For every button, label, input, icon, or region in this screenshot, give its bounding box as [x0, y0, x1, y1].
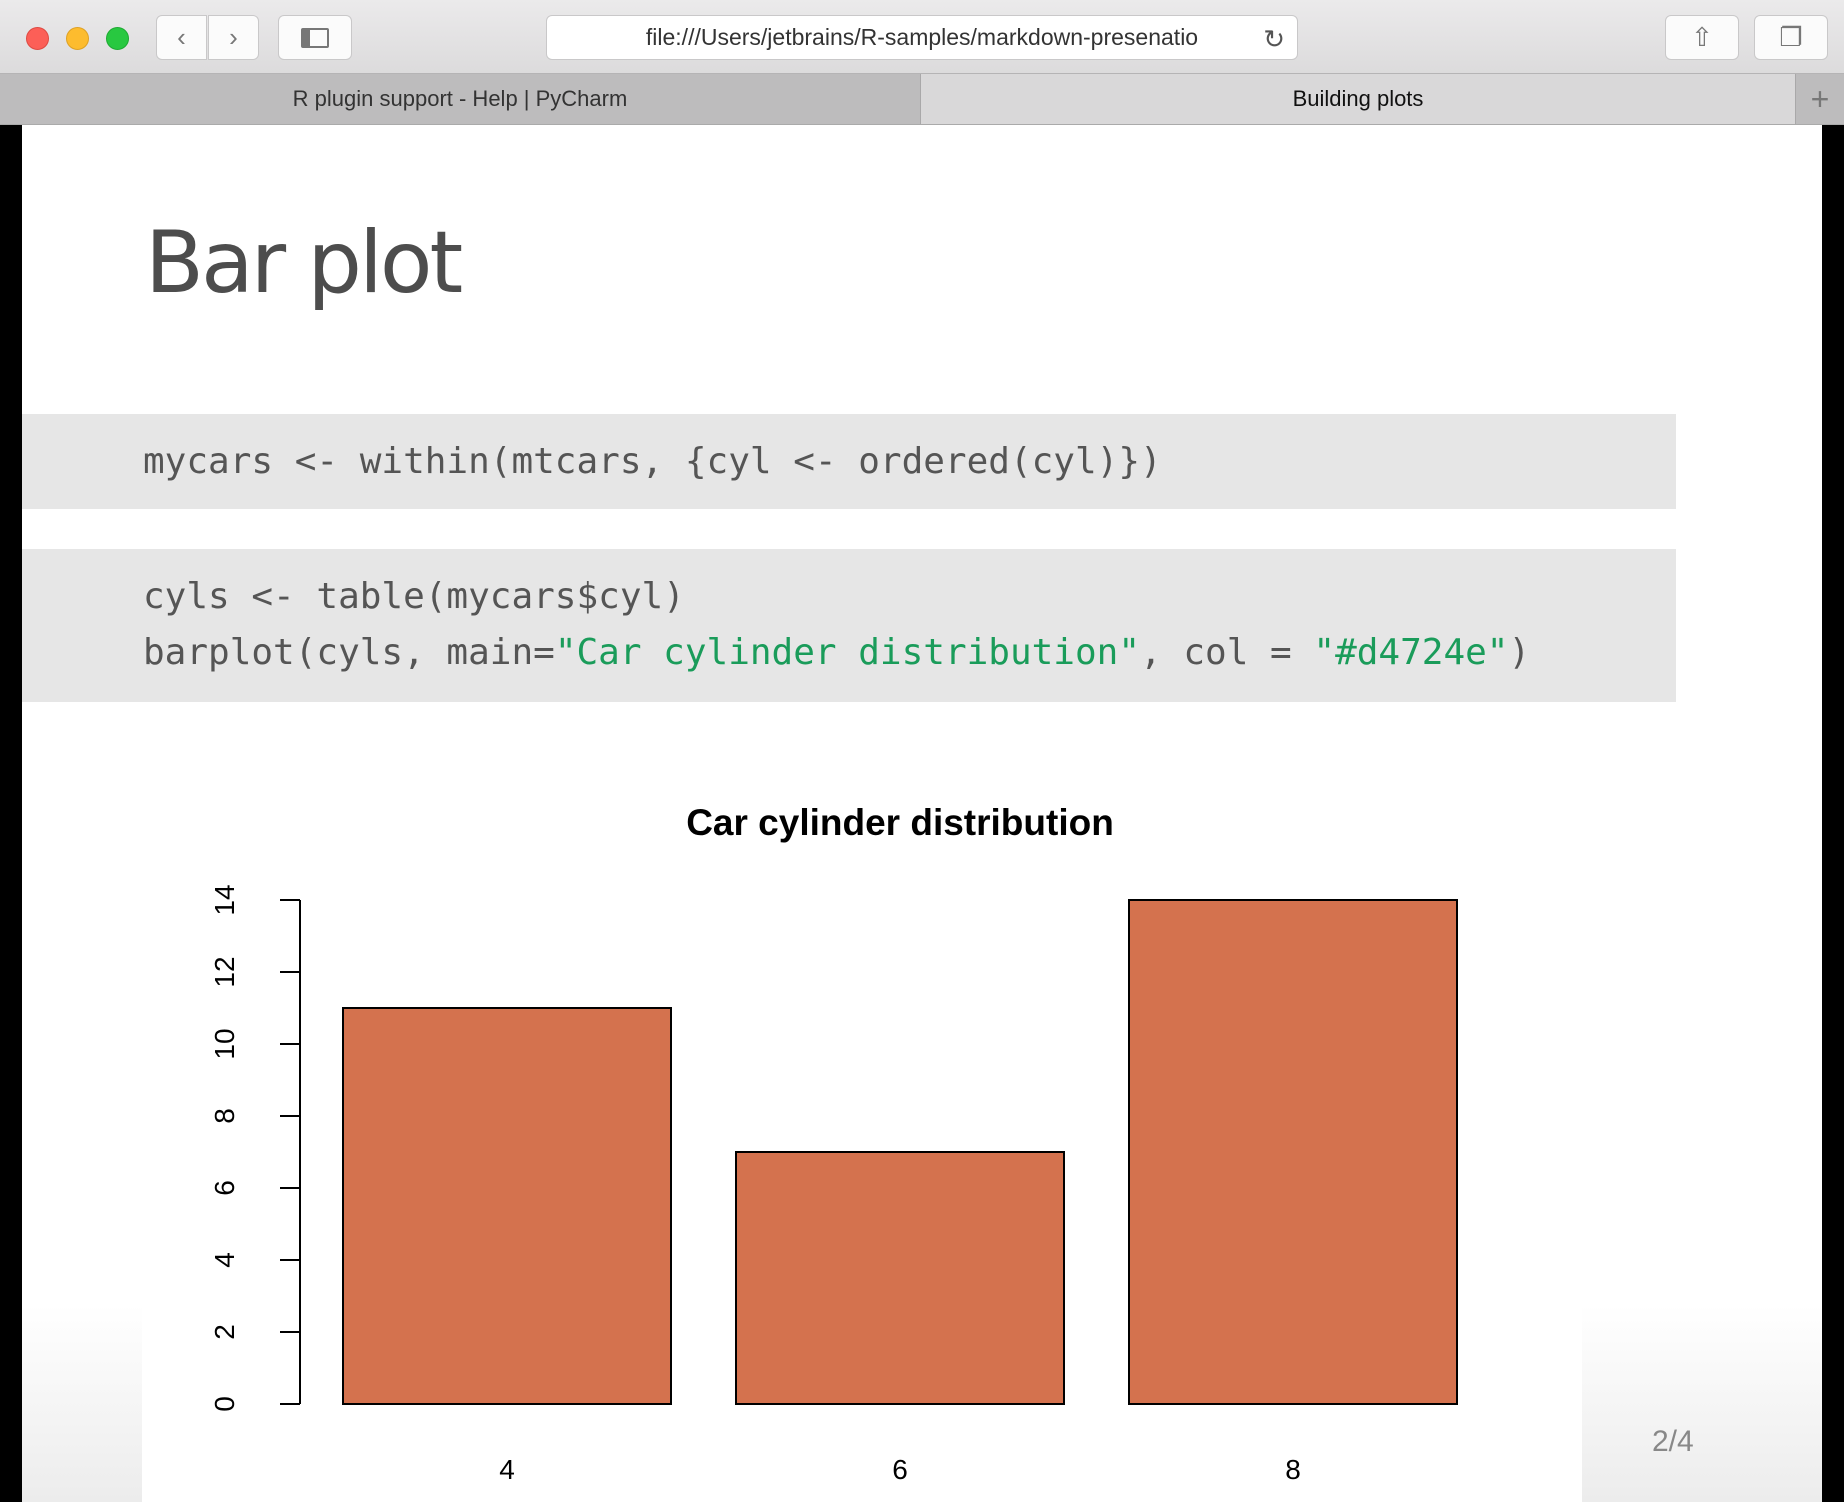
code-line: mycars <- within(mtcars, {cyl <- ordered…	[143, 441, 1162, 482]
code-token: )	[1508, 632, 1531, 673]
forward-button[interactable]: ›	[208, 15, 259, 60]
sidebar-toggle-button[interactable]	[278, 15, 352, 60]
minimize-window-button[interactable]	[66, 27, 89, 50]
share-icon: ⇧	[1691, 22, 1713, 52]
code-token: barplot(cyls, main=	[143, 632, 555, 673]
browser-toolbar: ‹ › file:///Users/jetbrains/R-samples/ma…	[0, 0, 1844, 74]
y-tick-label: 4	[209, 1252, 240, 1268]
y-tick-label: 12	[209, 956, 240, 987]
code-token: , col =	[1140, 632, 1314, 673]
y-tick-label: 6	[209, 1180, 240, 1196]
new-tab-button[interactable]: +	[1795, 74, 1844, 124]
tabs-overview-icon: ❐	[1779, 22, 1803, 52]
address-bar[interactable]: file:///Users/jetbrains/R-samples/markdo…	[546, 15, 1298, 60]
chevron-right-icon: ›	[229, 22, 238, 52]
y-tick-label: 8	[209, 1108, 240, 1124]
tab-r-plugin-support[interactable]: R plugin support - Help | PyCharm	[0, 74, 921, 124]
x-tick-label: 8	[1285, 1454, 1301, 1485]
slide: Bar plot mycars <- within(mtcars, {cyl <…	[22, 125, 1822, 1502]
code-line: cyls <- table(mycars$cyl)	[143, 576, 685, 617]
back-button[interactable]: ‹	[156, 15, 207, 60]
plus-icon: +	[1810, 80, 1830, 117]
chevron-left-icon: ‹	[177, 22, 186, 52]
zoom-window-button[interactable]	[106, 27, 129, 50]
tab-bar: R plugin support - Help | PyCharm Buildi…	[0, 74, 1844, 125]
sidebar-icon	[301, 27, 329, 48]
plot-image: Car cylinder distribution 0 2 4 6 8 10 12 14 4 6 8	[142, 802, 1582, 1502]
code-string: "#d4724e"	[1313, 632, 1509, 673]
bar-chart: Car cylinder distribution 0 2 4 6 8 10 12 14 4 6 8	[209, 802, 1458, 1485]
y-tick-label: 14	[209, 884, 240, 915]
y-tick-label: 2	[209, 1324, 240, 1340]
bar-6	[735, 1151, 1065, 1405]
tab-building-plots[interactable]: Building plots	[921, 74, 1795, 124]
x-tick-label: 6	[892, 1454, 908, 1485]
show-tabs-button[interactable]: ❐	[1754, 15, 1828, 60]
chart-title: Car cylinder distribution	[686, 805, 1114, 843]
bar-4	[342, 1007, 672, 1405]
slide-heading: Bar plot	[145, 213, 463, 313]
page-number: 2/4	[1652, 1425, 1694, 1458]
url-text: file:///Users/jetbrains/R-samples/markdo…	[645, 24, 1199, 50]
close-window-button[interactable]	[26, 27, 49, 50]
y-tick-label: 0	[209, 1396, 240, 1412]
code-block-2: cyls <- table(mycars$cyl) barplot(cyls, …	[22, 549, 1676, 702]
code-block-1: mycars <- within(mtcars, {cyl <- ordered…	[22, 414, 1676, 509]
bar-8	[1128, 899, 1458, 1405]
code-line: barplot(cyls, main="Car cylinder distrib…	[143, 625, 1676, 681]
reload-icon[interactable]: ↻	[1263, 24, 1285, 54]
code-string: "Car cylinder distribution"	[554, 632, 1141, 673]
tab-label: R plugin support - Help | PyCharm	[292, 86, 628, 111]
share-button[interactable]: ⇧	[1665, 15, 1739, 60]
tab-label: Building plots	[1292, 86, 1424, 111]
y-tick-label: 10	[209, 1028, 240, 1059]
x-tick-label: 4	[499, 1454, 515, 1485]
